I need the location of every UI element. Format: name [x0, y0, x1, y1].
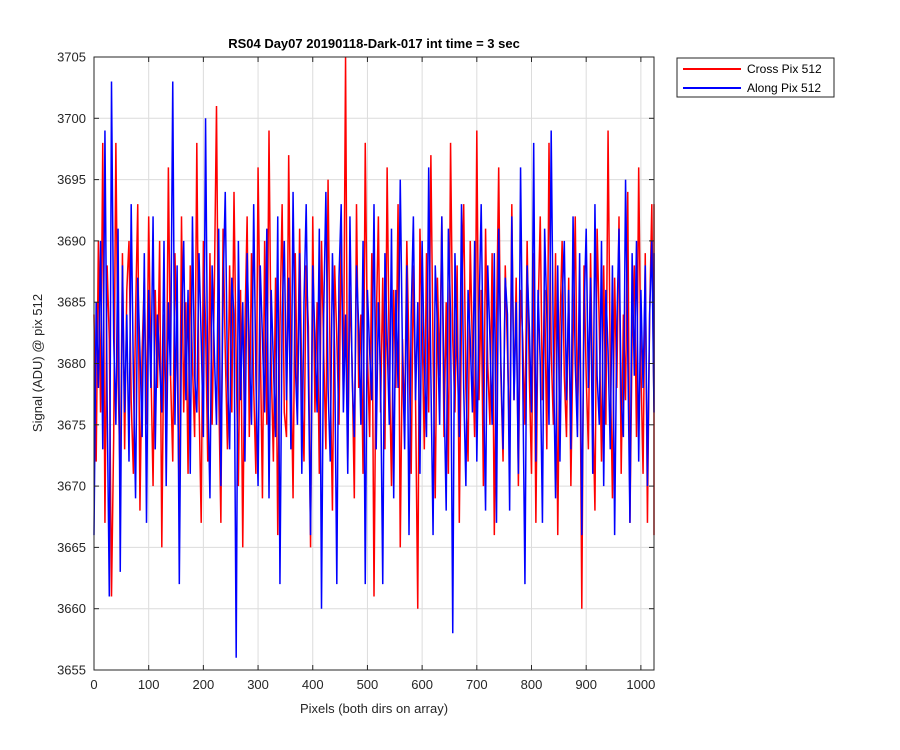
x-tick-label: 0 [90, 677, 97, 692]
series-layer [93, 56, 655, 658]
y-tick-label: 3655 [57, 663, 86, 678]
y-tick-label: 3695 [57, 172, 86, 187]
y-tick-label: 3675 [57, 417, 86, 432]
x-tick-label: 700 [466, 677, 488, 692]
y-tick-label: 3680 [57, 356, 86, 371]
y-tick-label: 3670 [57, 479, 86, 494]
legend-label-along: Along Pix 512 [747, 81, 821, 95]
y-axis-label: Signal (ADU) @ pix 512 [30, 294, 45, 432]
y-tick-label: 3700 [57, 111, 86, 126]
y-tick-label: 3690 [57, 233, 86, 248]
series-line-along-pix-512 [93, 81, 655, 658]
x-tick-label: 400 [302, 677, 324, 692]
x-tick-label: 100 [138, 677, 160, 692]
x-tick-label: 500 [357, 677, 379, 692]
x-axis-label: Pixels (both dirs on array) [300, 701, 448, 716]
legend-label-cross: Cross Pix 512 [747, 62, 822, 76]
x-tick-label: 600 [411, 677, 433, 692]
y-tick-label: 3705 [57, 50, 86, 65]
x-tick-label: 900 [575, 677, 597, 692]
chart-title: RS04 Day07 20190118-Dark-017 int time = … [228, 36, 520, 51]
y-tick-label: 3665 [57, 540, 86, 555]
y-tick-label: 3685 [57, 295, 86, 310]
y-tick-label: 3660 [57, 601, 86, 616]
legend: Cross Pix 512 Along Pix 512 [676, 57, 835, 98]
x-tick-label: 300 [247, 677, 269, 692]
x-tick-label: 1000 [626, 677, 655, 692]
axis-ticks: 0 100 200 300 400 500 600 700 800 900 1000 3655 3660… [57, 50, 655, 693]
x-tick-label: 800 [521, 677, 543, 692]
legend-box [676, 57, 835, 98]
x-tick-label: 200 [193, 677, 215, 692]
